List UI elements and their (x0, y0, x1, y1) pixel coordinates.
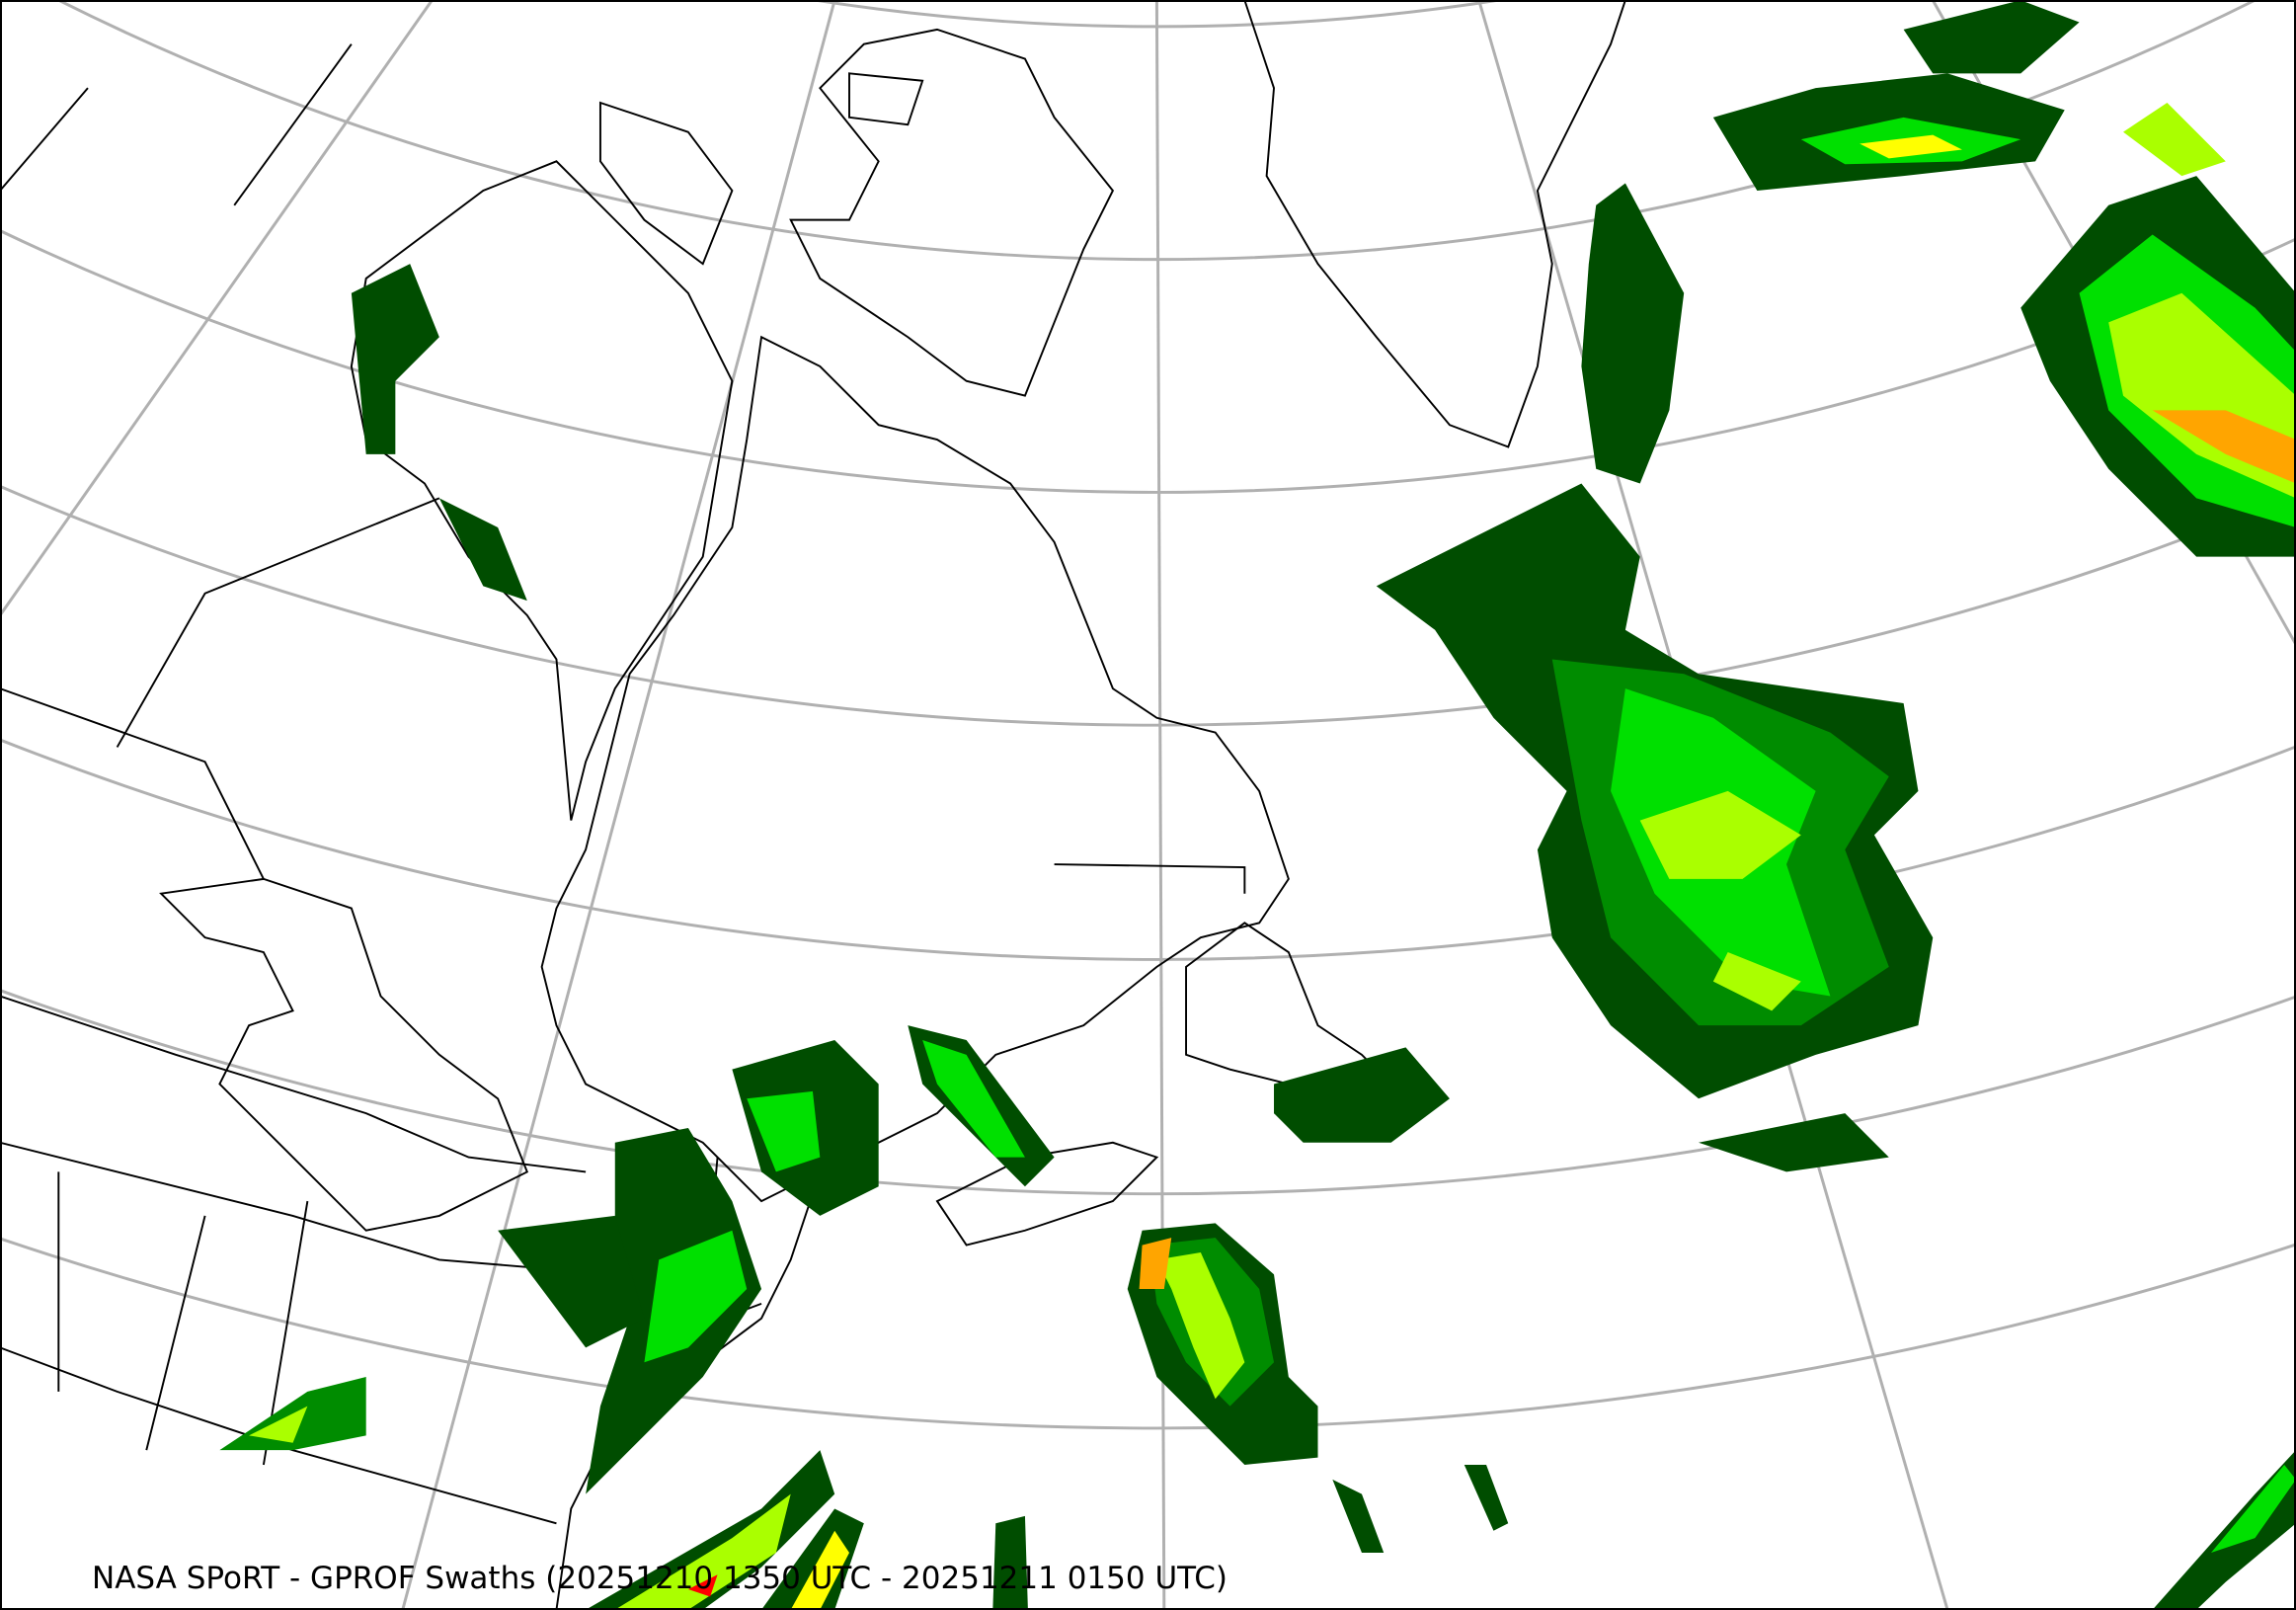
precip-region (249, 1406, 308, 1443)
precipitation-swaths (219, 0, 2296, 1610)
precip-region (1274, 1047, 1450, 1143)
precip-region (687, 1574, 718, 1597)
map-caption: NASA SPoRT - GPROF Swaths (20251210 1350… (92, 1561, 1227, 1596)
coastline-islands (598, 72, 924, 266)
precip-region (747, 1090, 821, 1172)
precip-region (1464, 1464, 1509, 1531)
precip-region (992, 1515, 1028, 1610)
coastline-greenland (1243, 0, 1626, 448)
coastline-great-lakes (159, 877, 529, 1232)
precip-region (1332, 1479, 1385, 1553)
coastline-labrador (540, 335, 1290, 1203)
precip-region (2123, 103, 2226, 177)
precip-region (761, 1508, 864, 1610)
latitude-line (0, 987, 2296, 1195)
precip-region (922, 1039, 1025, 1158)
precip-region (1860, 134, 1962, 159)
latitude-line (0, 227, 2296, 494)
latitude-line (0, 484, 2296, 726)
coastline-hudson-bay (350, 160, 734, 821)
precip-region (351, 264, 527, 602)
precip-region (498, 1215, 645, 1348)
precip-region (2210, 1464, 2296, 1553)
longitude-line (401, 0, 836, 1610)
latitude-line (0, 1236, 2296, 1429)
coastline-baffin (789, 28, 1115, 397)
precip-region (1903, 0, 2080, 74)
precip-region (1139, 1238, 1172, 1290)
precip-region (644, 1230, 748, 1363)
precip-region (2152, 410, 2296, 484)
precip-region (1156, 1251, 1245, 1400)
latitude-line (0, 737, 2296, 960)
precip-region (790, 1530, 850, 1610)
precip-region (1699, 1113, 1889, 1172)
precip-region (1581, 183, 1685, 484)
coastlines (0, 0, 1626, 1610)
precip-region (2152, 1450, 2296, 1610)
precip-region (1639, 790, 1801, 1011)
longitude-line (0, 0, 434, 616)
